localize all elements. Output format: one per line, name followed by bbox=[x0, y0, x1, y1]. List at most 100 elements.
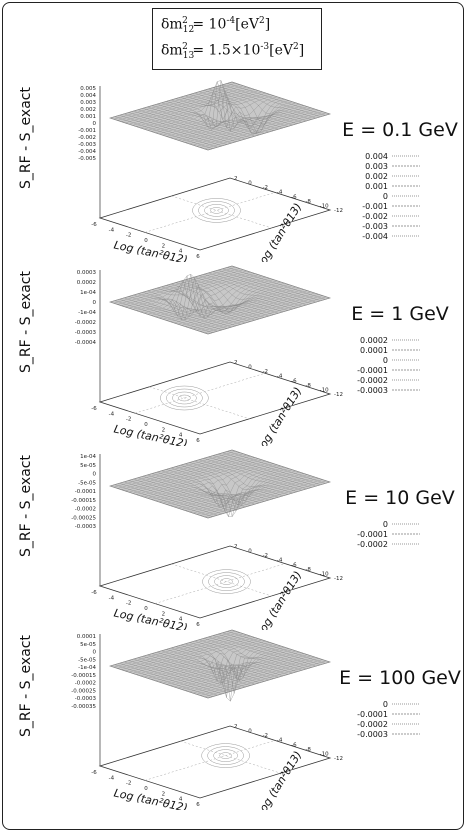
z-tick-label: -1e-04 bbox=[78, 665, 96, 671]
contour-plane bbox=[98, 725, 332, 799]
y-tick-label: -10 bbox=[320, 751, 329, 757]
dm13-sup: 2 bbox=[182, 42, 188, 52]
z-tick-label: 5e-05 bbox=[80, 642, 96, 648]
y-tick-label: -8 bbox=[305, 747, 311, 753]
surface-plot-2: 0.00030.00021e-040-1e-04-0.0002-0.0003-0… bbox=[18, 265, 449, 446]
dm12-symbol: δm bbox=[161, 16, 183, 33]
y-tick-label: -12 bbox=[334, 576, 343, 582]
contour-line bbox=[208, 572, 245, 591]
contour-legend-label: -0.0002 bbox=[357, 540, 388, 549]
x-tick-label: -2 bbox=[126, 233, 131, 239]
y-tick-label: 2 bbox=[234, 176, 238, 182]
x-axis-label: Log (tan²θ12) bbox=[113, 238, 189, 262]
z-tick-label: 0 bbox=[93, 121, 97, 127]
x-tick-label: 6 bbox=[196, 622, 200, 628]
x-tick-label: -6 bbox=[91, 770, 97, 776]
dm12-unit-sup: 2 bbox=[259, 16, 265, 26]
z-tick-label: 0.0002 bbox=[77, 280, 96, 286]
y-tick-label: -8 bbox=[305, 567, 311, 573]
y-tick-label: -4 bbox=[277, 374, 283, 380]
contour-line bbox=[192, 198, 241, 223]
surface-mesh bbox=[108, 80, 332, 151]
dm13-symbol: δm bbox=[161, 42, 183, 59]
y-tick-label: -10 bbox=[320, 387, 329, 393]
y-tick-label: -2 bbox=[263, 733, 268, 739]
x-tick-label: 4 bbox=[179, 433, 183, 439]
contour-line bbox=[144, 192, 276, 233]
x-axis-label: Log (tan²θ12) bbox=[113, 786, 189, 810]
z-tick-label: 0.003 bbox=[80, 100, 96, 106]
contour-legend-label: -0.0001 bbox=[357, 366, 388, 375]
dm13-eq: = 1.5×10 bbox=[187, 42, 261, 59]
contour-line bbox=[219, 752, 232, 759]
y-tick-label: 0 bbox=[248, 729, 252, 735]
y-tick-label: -12 bbox=[334, 392, 343, 398]
z-tick-label: 0 bbox=[93, 472, 97, 478]
contour-line bbox=[178, 394, 191, 402]
x-axis-label: Log (tan²θ12) bbox=[113, 422, 189, 446]
contour-legend-label: 0 bbox=[383, 192, 388, 201]
contour-plane bbox=[98, 545, 332, 619]
z-tick-label: -0.0003 bbox=[75, 524, 97, 530]
contour-legend-label: -0.002 bbox=[362, 212, 388, 221]
contour-line bbox=[210, 207, 223, 214]
z-axis-label: S_RF - S_exact bbox=[18, 635, 34, 737]
z-tick-label: -0.0004 bbox=[75, 340, 97, 346]
contour-line bbox=[207, 746, 244, 765]
y-tick-label: -12 bbox=[334, 756, 343, 762]
x-tick-label: 6 bbox=[196, 802, 200, 808]
y-tick-label: 2 bbox=[234, 544, 238, 550]
dm13-unit: [eV bbox=[269, 42, 293, 59]
z-tick-label: 1e-04 bbox=[80, 454, 96, 460]
contour-line bbox=[166, 388, 203, 408]
z-tick-label: -0.005 bbox=[78, 156, 96, 162]
contour-legend-label: 0.003 bbox=[365, 162, 388, 171]
contour-line bbox=[198, 201, 235, 220]
x-tick-label: 2 bbox=[162, 243, 166, 249]
z-tick-label: 0.004 bbox=[80, 93, 96, 99]
z-axis-label: S_RF - S_exact bbox=[18, 87, 34, 189]
x-tick-label: 2 bbox=[162, 791, 166, 797]
energy-title: E = 1 GeV bbox=[351, 303, 449, 325]
z-tick-label: -0.00025 bbox=[71, 515, 96, 521]
z-tick-label: 0 bbox=[93, 650, 97, 656]
energy-title: E = 0.1 GeV bbox=[342, 119, 458, 141]
y-tick-label: -2 bbox=[263, 553, 268, 559]
x-tick-label: -2 bbox=[126, 417, 131, 423]
z-tick-label: -0.0002 bbox=[75, 507, 96, 513]
z-tick-label: 0.0003 bbox=[77, 270, 97, 276]
x-tick-label: 0 bbox=[144, 422, 148, 428]
contour-line bbox=[220, 578, 233, 585]
y-tick-label: -4 bbox=[277, 558, 283, 564]
dm12-sup: 2 bbox=[182, 16, 188, 26]
x-tick-label: -2 bbox=[126, 781, 131, 787]
contour-line bbox=[204, 204, 229, 217]
contour-legend-label: 0.002 bbox=[365, 172, 388, 181]
y-tick-label: -8 bbox=[305, 383, 311, 389]
contour-legend-label: 0 bbox=[383, 356, 388, 365]
dm12-sub: 12 bbox=[182, 25, 195, 36]
contour-legend-label: -0.0002 bbox=[357, 720, 388, 729]
x-tick-label: 4 bbox=[179, 249, 183, 255]
contour-line bbox=[154, 563, 286, 604]
y-tick-label: 0 bbox=[248, 181, 252, 187]
z-tick-label: -0.0001 bbox=[75, 489, 96, 495]
z-tick-label: -5e-05 bbox=[78, 657, 96, 663]
z-tick-label: -1e-04 bbox=[78, 310, 96, 316]
contour-line bbox=[171, 195, 272, 229]
z-tick-label: 0.002 bbox=[80, 107, 96, 113]
z-tick-label: -0.0002 bbox=[75, 320, 96, 326]
dm12-exp: -4 bbox=[226, 16, 236, 26]
y-tick-label: 0 bbox=[248, 549, 252, 555]
dm13-exp: -3 bbox=[260, 42, 270, 52]
z-tick-label: -0.00035 bbox=[71, 704, 96, 710]
dm13-unit-sup: 2 bbox=[293, 42, 299, 52]
x-tick-label: -4 bbox=[109, 595, 115, 601]
y-tick-label: -6 bbox=[291, 378, 297, 384]
contour-plane bbox=[98, 177, 332, 251]
contour-line bbox=[172, 391, 197, 405]
z-tick-label: -0.00015 bbox=[71, 673, 96, 679]
y-tick-label: -6 bbox=[291, 194, 297, 200]
y-tick-label: 2 bbox=[234, 724, 238, 730]
y-tick-label: -8 bbox=[305, 199, 311, 205]
